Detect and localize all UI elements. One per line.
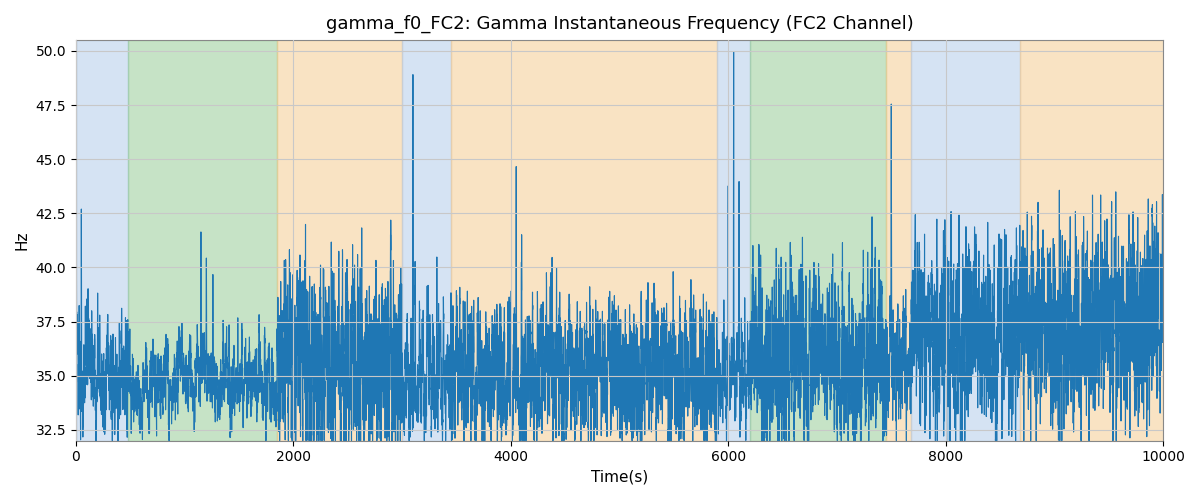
Bar	[718, 40, 750, 440]
Y-axis label: Hz: Hz	[14, 230, 30, 250]
Bar	[750, 40, 886, 440]
Bar	[128, 40, 277, 440]
Bar	[911, 40, 1020, 440]
Bar	[451, 40, 718, 440]
Bar	[1020, 40, 1174, 440]
X-axis label: Time(s): Time(s)	[590, 470, 648, 485]
Bar	[76, 40, 128, 440]
Title: gamma_f0_FC2: Gamma Instantaneous Frequency (FC2 Channel): gamma_f0_FC2: Gamma Instantaneous Freque…	[325, 15, 913, 34]
Bar	[886, 40, 911, 440]
Bar	[277, 40, 402, 440]
Bar	[402, 40, 451, 440]
